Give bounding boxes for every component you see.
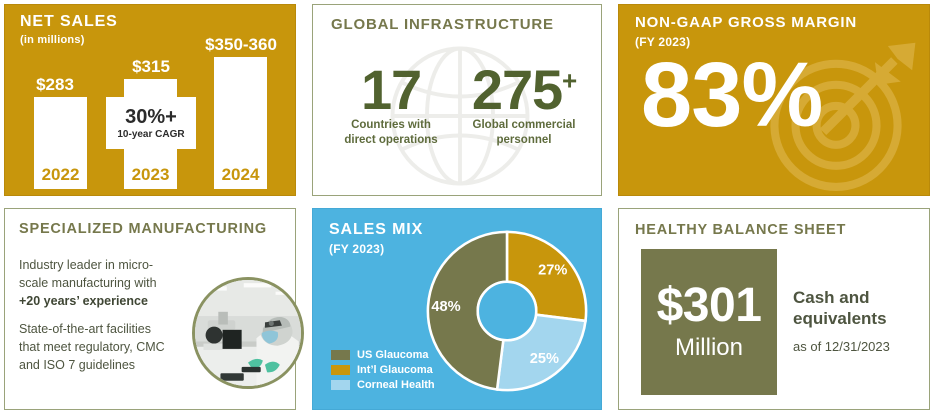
target-arrow-icon — [770, 42, 916, 191]
globe-icon — [390, 46, 530, 186]
bar-value-2023: $315 — [132, 57, 170, 76]
donut-slice-label: 25% — [530, 351, 559, 367]
bar-2024 — [214, 57, 267, 189]
specialized-manufacturing-paragraph-2: State-of-the-art facilities that meet re… — [19, 322, 165, 372]
bar-value-2022: $283 — [36, 75, 74, 94]
donut-slice-label: 48% — [431, 299, 460, 315]
bar-2022 — [34, 97, 87, 189]
donut-labels: 27% 25% 48% — [431, 262, 567, 367]
net-sales-title: NET SALES — [20, 13, 118, 30]
cash-unit: Million — [674, 333, 743, 361]
specialized-manufacturing-paragraph-1: Industry leader in micro-scale manufactu… — [19, 257, 171, 310]
sales-mix-donut-chart: 27% 25% 48% — [421, 225, 593, 397]
balance-sheet-title: HEALTHY BALANCE SHEET — [635, 222, 847, 238]
cash-as-of-date: as of 12/31/2023 — [793, 339, 890, 354]
panel-net-sales: NET SALES (in millions) $283 2022 $315 2… — [4, 4, 296, 196]
donut-slices — [426, 230, 588, 392]
cash-description-line1: Cash and — [793, 288, 870, 307]
bar-year-2023: 2023 — [131, 165, 170, 184]
gross-margin-subtitle: (FY 2023) — [635, 35, 691, 49]
sm-p1-text: Industry leader in micro-scale manufactu… — [19, 258, 157, 290]
stat-countries-number: 17 — [360, 58, 422, 121]
gross-margin-title: NON-GAAP GROSS MARGIN — [635, 14, 858, 31]
global-infrastructure-title: GLOBAL INFRASTRUCTURE — [331, 16, 554, 33]
bar-year-2024: 2024 — [221, 165, 260, 184]
cash-description-line2: equivalents — [793, 309, 887, 329]
sales-mix-legend: US Glaucoma Int’l Glaucoma Corneal Healt… — [331, 349, 435, 394]
cleanroom-photo-illustration — [195, 280, 301, 386]
sm-p1-emphasis: +20 years’ experience — [19, 293, 148, 308]
legend-swatch-us-glaucoma — [331, 350, 350, 360]
net-sales-subtitle: (in millions) — [20, 34, 85, 46]
panel-sales-mix: SALES MIX (FY 2023) 27% 25% 48% US Glaucom… — [312, 208, 602, 410]
legend-label-intl-glaucoma: Int’l Glaucoma — [357, 364, 433, 376]
legend-item: Corneal Health — [331, 379, 435, 391]
cagr-caption: 10-year CAGR — [117, 128, 185, 140]
stat-personnel-number: 275 — [471, 58, 563, 121]
stat-personnel: 275+ Global commercial personnel — [453, 62, 595, 147]
legend-item: US Glaucoma — [331, 349, 435, 361]
cagr-callout: 30%+ 10-year CAGR — [106, 97, 196, 149]
legend-item: Int’l Glaucoma — [331, 364, 435, 376]
stat-countries-label-line2: direct operations — [344, 133, 438, 146]
panel-balance-sheet: HEALTHY BALANCE SHEET $301 Million Cash … — [618, 208, 930, 410]
cagr-value: 30%+ — [125, 105, 177, 128]
cash-description: Cash and equivalents — [793, 287, 923, 330]
gross-margin-value: 83% — [641, 44, 823, 146]
donut-slice-label: 27% — [538, 262, 567, 278]
panel-gross-margin: NON-GAAP GROSS MARGIN (FY 2023) 83% — [618, 4, 930, 196]
legend-label-corneal-health: Corneal Health — [357, 379, 435, 391]
donut-hole — [476, 280, 538, 342]
panel-global-infrastructure: GLOBAL INFRASTRUCTURE 17 Countries with … — [312, 4, 602, 196]
sales-mix-subtitle: (FY 2023) — [329, 242, 385, 256]
bar-year-2022: 2022 — [41, 165, 80, 184]
cleanroom-photo — [192, 277, 304, 389]
stat-countries-label-line1: Countries with — [351, 119, 431, 132]
stat-countries: 17 Countries with direct operations — [325, 58, 457, 147]
stat-personnel-suffix: + — [562, 65, 577, 96]
legend-label-us-glaucoma: US Glaucoma — [357, 349, 429, 361]
sales-mix-title: SALES MIX — [329, 221, 424, 238]
legend-swatch-corneal-health — [331, 380, 350, 390]
specialized-manufacturing-title: SPECIALIZED MANUFACTURING — [19, 221, 267, 237]
bar-value-2024: $350-360 — [205, 35, 277, 54]
cash-highlight-box: $301 Million — [641, 249, 777, 395]
legend-swatch-intl-glaucoma — [331, 365, 350, 375]
stat-personnel-label-line1: Global commercial — [472, 119, 576, 132]
cash-amount: $301 — [656, 278, 762, 332]
donut-svg: 27% 25% 48% — [426, 230, 588, 392]
stat-personnel-label-line2: personnel — [496, 133, 552, 146]
